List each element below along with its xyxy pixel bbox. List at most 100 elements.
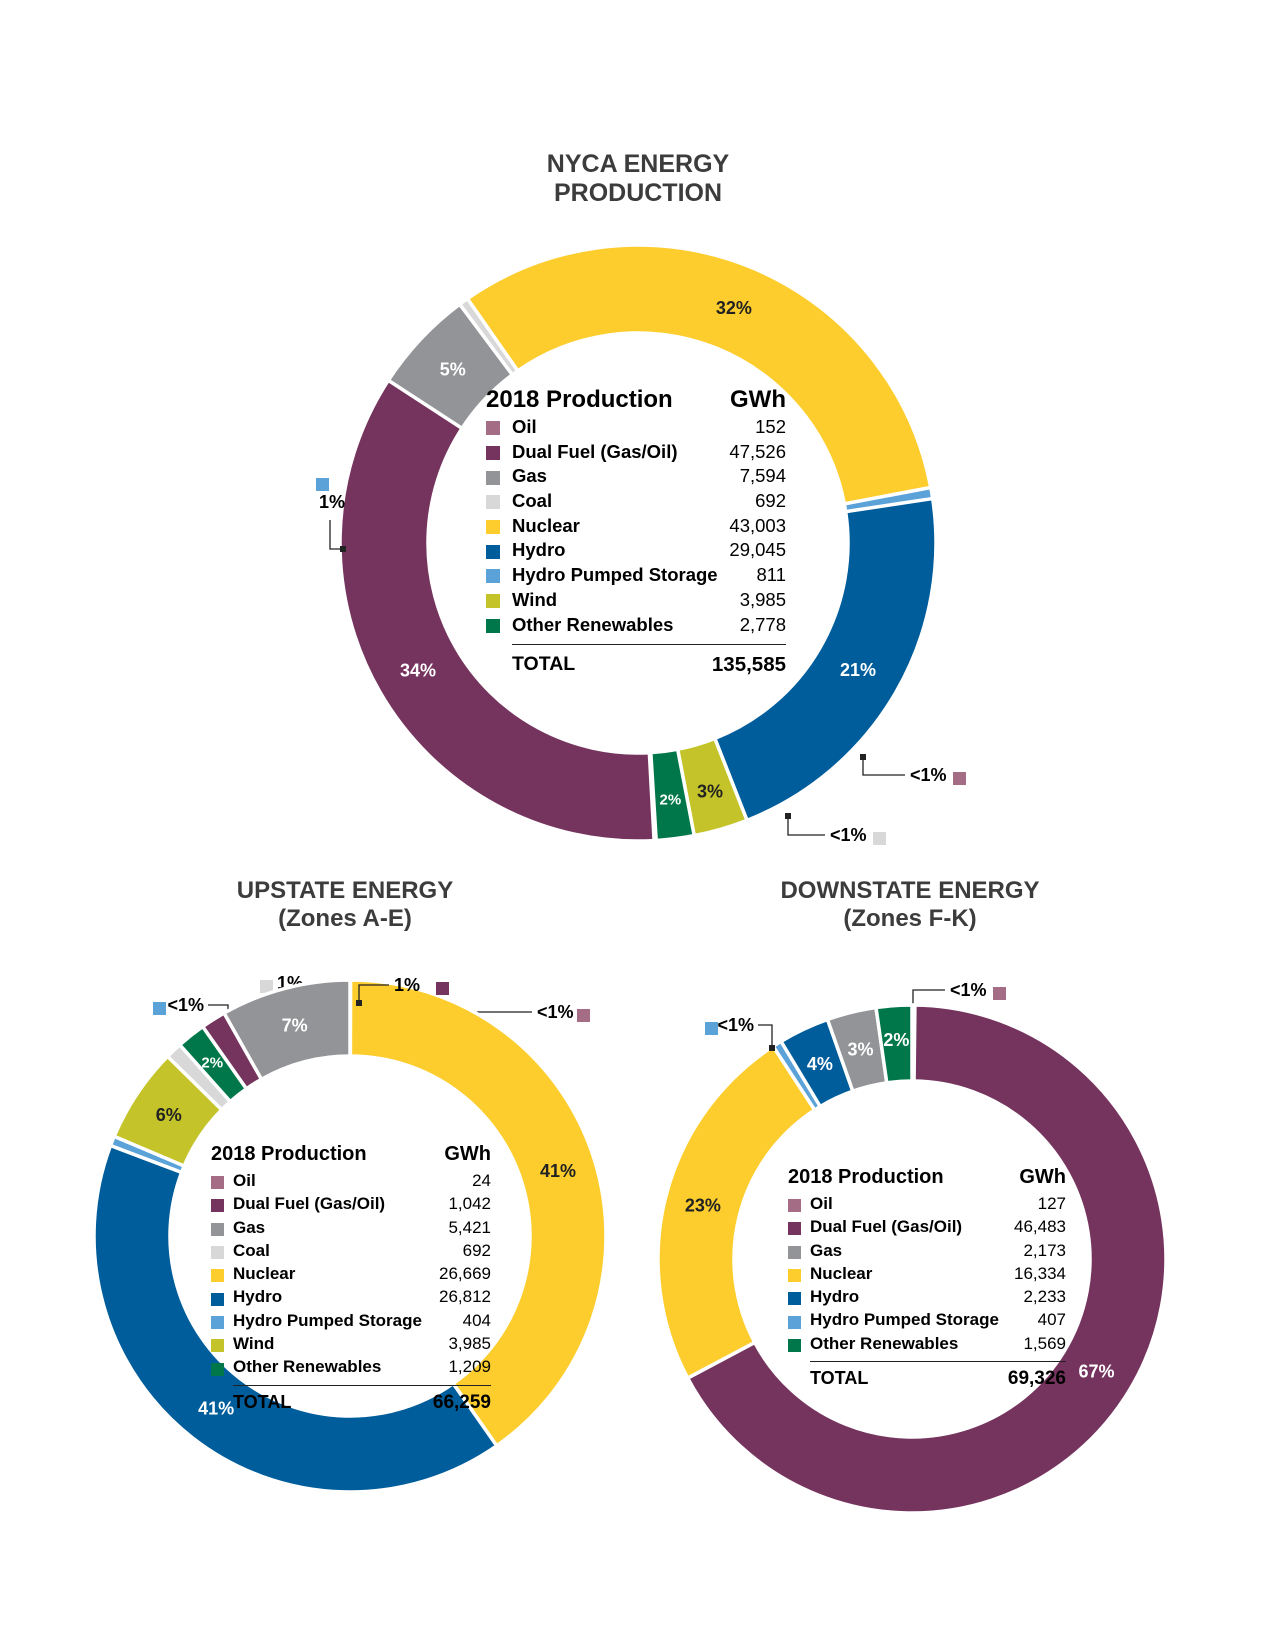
legend-swatch — [788, 1269, 801, 1283]
total-label: TOTAL — [233, 1391, 292, 1412]
legend-name: Other Renewables — [512, 613, 674, 635]
legend-total-row: TOTAL 69,326 — [788, 1368, 1066, 1389]
legend-value: 811 — [756, 564, 787, 586]
legend-unit-header: GWh — [444, 1143, 491, 1165]
legend-value: 3,985 — [739, 588, 786, 610]
legend-unit-header: GWh — [1019, 1166, 1066, 1188]
callout-label: <1% — [950, 980, 987, 1000]
slice-label-hydro: 4% — [807, 1054, 833, 1074]
callout-oil: <1% — [860, 754, 966, 785]
legend-name: Dual Fuel (Gas/Oil) — [233, 1194, 386, 1214]
legend-value: 1,042 — [448, 1194, 491, 1214]
legend-name: Nuclear — [810, 1263, 873, 1283]
legend-value: 43,003 — [729, 514, 786, 536]
legend-swatch — [486, 520, 500, 535]
legend-value: 5,421 — [448, 1217, 491, 1237]
legend-row-hydro-pumped: Hydro Pumped Storage 811 — [486, 564, 786, 589]
callout-leader-line — [787, 816, 825, 836]
callout-swatch — [705, 1022, 718, 1035]
legend-row-hydro: Hydro 29,045 — [486, 539, 786, 564]
legend-value: 29,045 — [729, 539, 786, 561]
slice-label-nuclear: 41% — [540, 1161, 576, 1181]
callout-dual-fuel: 1% — [356, 975, 449, 1006]
legend-row-gas: Gas 7,594 — [486, 465, 786, 490]
legend-row-nuclear: Nuclear 26,669 — [211, 1264, 491, 1287]
slice-label-gas: 3% — [848, 1040, 874, 1060]
legend-swatch — [788, 1338, 801, 1352]
slice-label-other-renewables: 2% — [201, 1054, 223, 1071]
slice-label-hydro: 21% — [840, 660, 876, 680]
legend-value: 16,334 — [1014, 1263, 1066, 1283]
legend-swatch — [211, 1222, 224, 1236]
legend-row-hydro: Hydro 26,812 — [211, 1287, 491, 1310]
slice-label-dual-fuel: 67% — [1078, 1362, 1114, 1382]
slice-nuclear — [656, 1043, 818, 1381]
legend-header: 2018 Production GWh — [211, 1143, 491, 1167]
legend-name: Hydro Pumped Storage — [512, 564, 718, 586]
slice-label-gas: 7% — [282, 1015, 308, 1035]
legend-row-wind: Wind 3,985 — [486, 589, 786, 614]
legend-swatch — [486, 421, 500, 436]
legend-value: 407 — [1037, 1310, 1066, 1330]
slice-label-nuclear: 23% — [685, 1195, 721, 1215]
legend-value: 127 — [1037, 1194, 1066, 1213]
legend-swatch — [486, 618, 500, 633]
legend-swatch — [486, 594, 500, 609]
callout-anchor-dot — [340, 546, 346, 552]
callout-swatch — [577, 1009, 590, 1022]
legend-header-label: 2018 Production — [788, 1166, 944, 1188]
legend-name: Coal — [512, 490, 553, 512]
legend-value: 2,778 — [739, 613, 786, 635]
total-value: 66,259 — [432, 1391, 491, 1413]
legend-value: 692 — [755, 490, 786, 512]
legend-header: 2018 Production GWh — [486, 386, 786, 414]
legend-name: Gas — [810, 1240, 843, 1260]
callout-anchor-dot — [356, 1000, 362, 1006]
legend-header-label: 2018 Production — [211, 1143, 367, 1165]
legend-value: 3,985 — [448, 1334, 491, 1354]
donut-chart-2: <1% 67% 23% <1% 4% 3% 2% — [656, 980, 1168, 1515]
legend-value: 26,669 — [439, 1264, 491, 1284]
callout-leader-line — [758, 1024, 773, 1048]
legend-row-oil: Oil 127 — [788, 1194, 1066, 1217]
legend-row-wind: Wind 3,985 — [211, 1334, 491, 1357]
legend-row-dual-fuel: Dual Fuel (Gas/Oil) 1,042 — [211, 1194, 491, 1217]
slice-nuclear — [465, 243, 933, 506]
legend-swatch — [211, 1199, 224, 1213]
callout-swatch — [993, 987, 1006, 1000]
legend-name: Hydro Pumped Storage — [810, 1310, 999, 1330]
legend-table: 2018 Production GWh Oil 152 Dual Fuel (Gas/O… — [486, 386, 786, 676]
callout-anchor-dot — [785, 813, 791, 819]
callout-leader-line — [329, 520, 343, 550]
callout-label: <1% — [910, 765, 947, 785]
legend-swatch — [211, 1246, 224, 1260]
legend-row-oil: Oil 24 — [211, 1171, 491, 1194]
slice-label-dual-fuel: 34% — [400, 660, 436, 680]
total-label: TOTAL — [810, 1368, 869, 1389]
legend-swatch — [486, 544, 500, 559]
chart-title: NYCA ENERGY PRODUCTION — [428, 150, 848, 208]
legend-name: Nuclear — [512, 514, 580, 536]
legend-swatch — [788, 1222, 801, 1236]
legend-swatch — [211, 1292, 224, 1306]
callout-hydro-pumped: <1% — [705, 1015, 775, 1051]
legend-total-rule — [233, 1384, 491, 1386]
chart-title-line: PRODUCTION — [553, 178, 723, 207]
callout-label: <1% — [537, 1002, 574, 1022]
callout-hydro-pumped: 1% — [316, 478, 346, 552]
legend-value: 2,233 — [1023, 1287, 1066, 1307]
legend-swatch — [486, 569, 500, 584]
legend-name: Other Renewables — [810, 1333, 959, 1353]
legend-table: 2018 Production GWh Oil 127 Dual Fuel (Gas/O… — [788, 1166, 1066, 1389]
legend-swatch — [211, 1176, 224, 1190]
callout-swatch — [260, 980, 273, 993]
callout-anchor-dot — [860, 754, 866, 760]
legend-name: Hydro — [233, 1287, 283, 1307]
legend-total-rule — [810, 1361, 1066, 1363]
legend-name: Coal — [233, 1240, 270, 1260]
legend-value: 692 — [462, 1240, 491, 1260]
legend-row-nuclear: Nuclear 43,003 — [486, 515, 786, 540]
legend-value: 26,812 — [439, 1287, 491, 1307]
legend-name: Wind — [512, 588, 558, 610]
